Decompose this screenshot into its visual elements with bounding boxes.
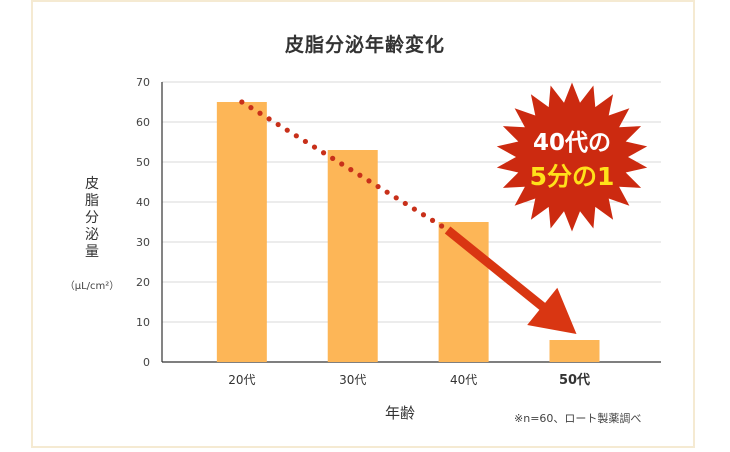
y-tick-label: 40 <box>136 196 150 209</box>
trend-dot <box>239 99 245 105</box>
y-axis-label-char: 分 <box>85 210 99 226</box>
y-tick-label: 20 <box>136 276 150 289</box>
trend-dot <box>439 223 445 229</box>
bar-30代 <box>327 150 378 362</box>
bar-50代 <box>549 340 600 362</box>
trend-dot <box>248 105 254 111</box>
trend-dot <box>375 183 381 190</box>
y-axis-label-char: 泌 <box>85 227 99 243</box>
trend-dot <box>330 155 336 161</box>
y-tick-label: 10 <box>136 316 150 329</box>
trend-dot <box>420 212 427 218</box>
trend-dot <box>357 172 363 178</box>
y-tick-label: 0 <box>143 356 150 369</box>
trend-dot <box>293 133 299 139</box>
source-note: ※n=60、ロート製薬調べ <box>514 412 642 425</box>
trend-dot <box>320 150 327 156</box>
trend-dot <box>311 144 318 150</box>
y-tick-label: 30 <box>136 236 150 249</box>
y-axis-label-char: 脂 <box>85 193 99 209</box>
trend-dot <box>302 138 309 145</box>
x-tick-label: 40代 <box>450 373 477 387</box>
y-axis-unit: （μL/cm²） <box>64 281 120 292</box>
y-axis-label-char: 皮 <box>85 176 99 192</box>
trend-dot <box>384 189 390 195</box>
y-tick-label: 50 <box>136 156 150 169</box>
callout-line2: 5分の1 <box>530 162 615 191</box>
trend-dot <box>393 195 399 201</box>
trend-dot <box>275 121 281 128</box>
trend-dot <box>429 217 436 223</box>
callout-line1: 40代の <box>533 130 611 156</box>
x-axis-label: 年齢 <box>385 404 416 422</box>
x-tick-label: 30代 <box>339 373 366 387</box>
x-tick-label: 20代 <box>228 373 255 387</box>
trend-dot <box>339 161 345 167</box>
starburst-callout <box>496 82 648 232</box>
y-tick-label: 60 <box>136 116 150 129</box>
decline-arrow <box>444 226 577 334</box>
trend-dot <box>266 116 272 122</box>
trend-dot <box>348 167 354 173</box>
y-axis-label-text: 皮脂分泌量 <box>80 176 104 261</box>
y-axis-label: 皮脂分泌量 <box>80 176 104 261</box>
trend-dot <box>402 200 408 207</box>
y-axis-label-char: 量 <box>85 244 99 260</box>
chart-title: 皮脂分泌年齢変化 <box>284 34 445 56</box>
x-tick-label: 50代 <box>559 372 590 388</box>
y-tick-label: 70 <box>136 76 150 89</box>
trend-dot <box>411 206 417 212</box>
bar-20代 <box>216 102 267 362</box>
trend-dot <box>257 110 263 116</box>
trend-dot <box>284 127 290 133</box>
trend-dot <box>366 178 372 184</box>
